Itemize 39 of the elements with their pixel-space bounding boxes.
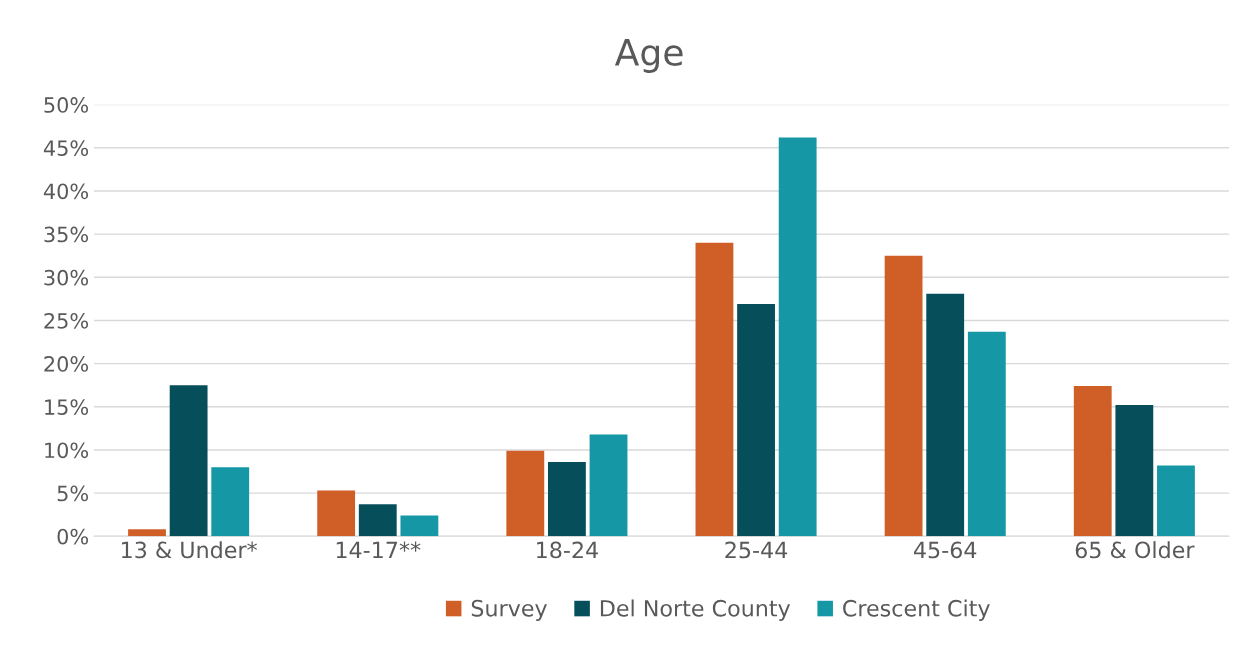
- bar: [548, 462, 586, 537]
- bar: [884, 255, 923, 537]
- bar: [169, 385, 208, 537]
- bar: [926, 293, 965, 537]
- bar: [317, 490, 356, 537]
- bar: [1157, 465, 1195, 537]
- y-tick-label: 50%: [44, 97, 89, 113]
- chart-title: Age: [614, 39, 683, 73]
- y-tick-label: 5%: [57, 485, 89, 502]
- y-tick-label: 0%: [57, 528, 89, 545]
- x-tick-label: 13 & Under*: [122, 541, 258, 559]
- bar: [1115, 405, 1154, 537]
- y-tick-label: 10%: [45, 442, 89, 459]
- bar: [967, 331, 1006, 537]
- bar: [737, 304, 775, 537]
- y-tick-label: 30%: [44, 269, 89, 286]
- bar: [506, 450, 545, 537]
- y-tick-label: 35%: [44, 226, 89, 243]
- legend-label: Crescent City: [843, 599, 990, 621]
- y-tick-label: 15%: [45, 399, 89, 415]
- bar: [400, 515, 439, 537]
- x-tick-label: 65 & Older: [1075, 541, 1195, 559]
- bar: [211, 467, 250, 537]
- bar: [778, 137, 817, 537]
- bar: [695, 242, 734, 537]
- y-tick-label: 25%: [44, 312, 89, 329]
- x-tick-label: 18-24: [537, 541, 598, 559]
- bar: [358, 504, 397, 537]
- bar: [589, 434, 628, 537]
- x-tick-label: 14-17**: [336, 541, 421, 559]
- legend-label: Survey: [471, 599, 547, 621]
- y-tick-label: 20%: [44, 356, 89, 372]
- x-tick-label: 25-44: [725, 541, 788, 559]
- y-tick-label: 45%: [43, 140, 89, 157]
- bar: [128, 529, 166, 537]
- y-tick-label: 40%: [43, 183, 89, 200]
- legend-label: Del Norte County: [600, 599, 791, 621]
- bar: [1073, 386, 1112, 537]
- x-tick-label: 45-64: [914, 541, 977, 559]
